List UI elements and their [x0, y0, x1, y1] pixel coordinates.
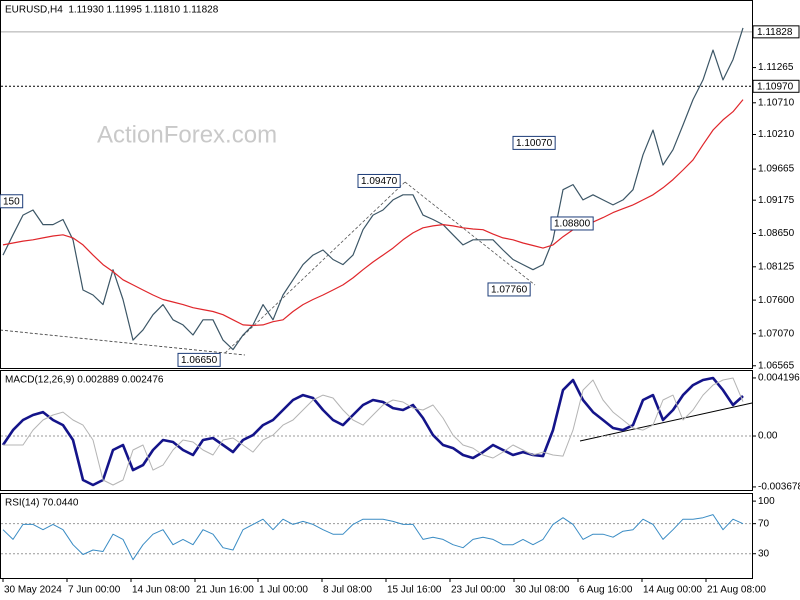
x-tick-label: 14 Aug 00:00 — [643, 585, 702, 596]
y-tick-label: 1.11265 — [758, 62, 794, 73]
x-tick-label: 23 Jul 00:00 — [451, 585, 506, 596]
y-tick-label: 1.09665 — [758, 164, 795, 175]
x-tick-label: 7 Jun 00:00 — [68, 585, 121, 596]
annotation-box — [0, 194, 24, 209]
price-line — [2, 27, 744, 351]
panel-frame — [0, 0, 753, 369]
y-tick-label: 0.004196 — [758, 373, 800, 384]
rsi-line — [2, 514, 744, 561]
y-tick-label: 70 — [758, 518, 770, 529]
x-tick-label: 21 Jun 16:00 — [196, 585, 254, 596]
x-tick-label: 6 Aug 16:00 — [579, 585, 633, 596]
price-label: 1.11828 — [757, 27, 793, 38]
trend-line — [404, 181, 536, 286]
panel-title: MACD(12,26,9) 0.002889 0.002476 — [5, 375, 164, 386]
x-tick-label: 15 Jul 16:00 — [387, 585, 442, 596]
y-tick-label: 1.07600 — [758, 295, 795, 306]
moving-average — [2, 99, 744, 327]
y-tick-label: 100 — [758, 496, 775, 507]
x-tick-label: 30 May 2024 — [4, 585, 62, 596]
annotation-label: 150 — [3, 196, 20, 207]
annotation-box — [512, 135, 556, 150]
x-tick-label: 14 Jun 08:00 — [132, 585, 190, 596]
y-tick-label: 1.10210 — [758, 129, 795, 140]
x-tick-label: 21 Aug 08:00 — [707, 585, 766, 596]
annotation-label: 1.07760 — [491, 285, 528, 296]
trend-line — [0, 329, 246, 356]
price-label-box — [752, 25, 800, 39]
annotation-label: 1.06650 — [181, 355, 218, 366]
y-tick-label: 30 — [758, 548, 770, 559]
annotation-label: 1.09470 — [361, 176, 398, 187]
annotation-label: 1.10070 — [516, 138, 553, 149]
x-tick-label: 1 Jul 00:00 — [259, 585, 308, 596]
macd-trend-line — [579, 402, 753, 442]
panel-title: RSI(14) 70.0440 — [5, 498, 79, 509]
annotation-label: 1.08800 — [554, 219, 591, 230]
y-tick-label: 1.06565 — [758, 360, 795, 371]
y-tick-label: 1.08650 — [758, 228, 795, 239]
y-tick-label: 1.08125 — [758, 261, 795, 272]
price-label: 1.10970 — [757, 81, 794, 92]
annotation-box — [357, 173, 401, 188]
y-tick-label: 0.00 — [758, 431, 778, 442]
panel-frame — [0, 370, 753, 491]
y-tick-label: 1.07070 — [758, 328, 795, 339]
y-tick-label: 1.09175 — [758, 195, 795, 206]
price-label-box — [752, 79, 800, 93]
signal-line — [3, 377, 744, 486]
x-tick-label: 8 Jul 08:00 — [323, 585, 372, 596]
y-tick-label: -0.003678 — [758, 482, 800, 493]
annotation-box — [487, 282, 531, 297]
annotation-box — [550, 216, 594, 231]
macd-line — [1, 376, 744, 487]
x-tick-label: 30 Jul 08:00 — [515, 585, 570, 596]
panel-frame — [0, 493, 753, 579]
annotation-box — [177, 352, 221, 367]
watermark: ActionForex.com — [97, 121, 277, 148]
trend-line — [224, 181, 406, 354]
y-tick-label: 1.10710 — [758, 97, 795, 108]
panel-title: EURUSD,H4 1.11930 1.11995 1.11810 1.1182… — [5, 5, 219, 16]
